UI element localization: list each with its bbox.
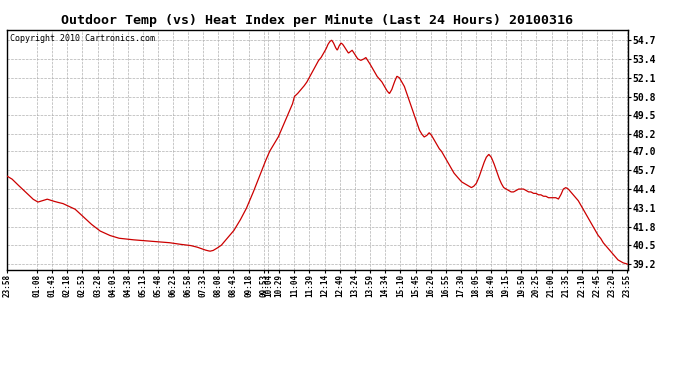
Text: Copyright 2010 Cartronics.com: Copyright 2010 Cartronics.com [10, 34, 155, 43]
Title: Outdoor Temp (vs) Heat Index per Minute (Last 24 Hours) 20100316: Outdoor Temp (vs) Heat Index per Minute … [61, 14, 573, 27]
